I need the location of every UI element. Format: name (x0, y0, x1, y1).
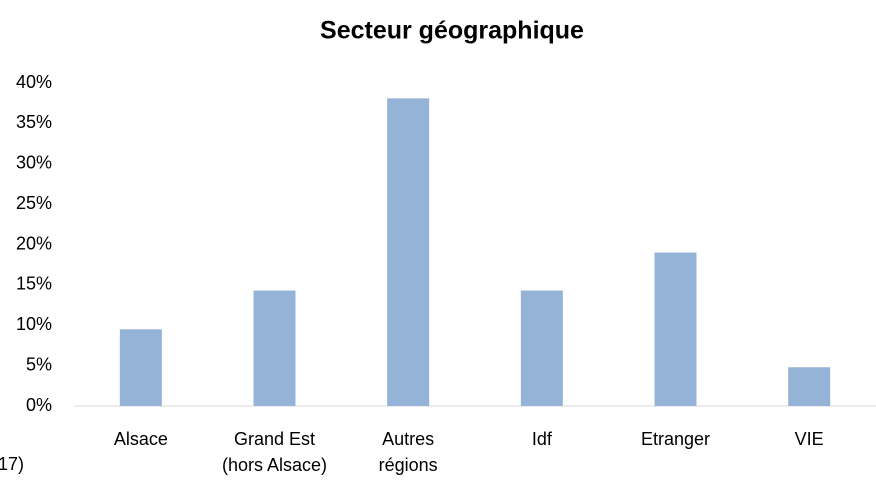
chart-title: Secteur géographique (320, 17, 584, 45)
y-tick-label: 35% (16, 112, 52, 132)
x-tick-label: Grand Est (234, 429, 315, 449)
annotation: 17) (0, 454, 24, 474)
bar (253, 290, 296, 406)
y-tick-label: 10% (16, 314, 52, 334)
x-tick-label: Etranger (641, 429, 710, 449)
bar (387, 98, 430, 406)
x-tick-label: (hors Alsace) (222, 455, 327, 475)
y-tick-label: 15% (16, 274, 52, 294)
x-tick-label: Autres (382, 429, 434, 449)
y-tick-label: 40% (16, 72, 52, 92)
y-tick-label: 0% (26, 395, 52, 415)
x-tick-label: régions (379, 455, 438, 475)
x-tick-label: VIE (795, 429, 824, 449)
bar (119, 329, 162, 406)
x-tick-label: Alsace (114, 429, 168, 449)
y-tick-label: 5% (26, 354, 52, 374)
y-tick-label: 25% (16, 193, 52, 213)
y-tick-label: 20% (16, 233, 52, 253)
y-tick-label: 30% (16, 153, 52, 173)
x-tick-label: Idf (532, 429, 553, 449)
bar (654, 252, 697, 406)
bar (520, 290, 563, 406)
bar (788, 367, 831, 406)
